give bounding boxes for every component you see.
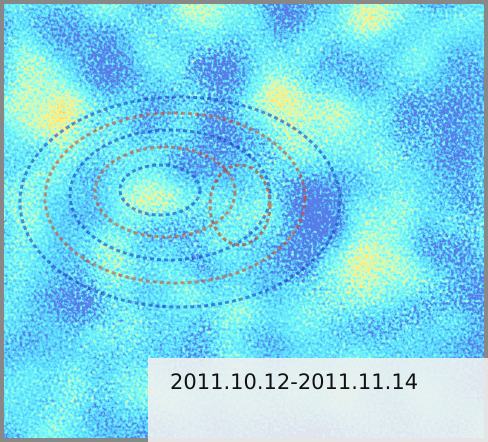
screenshot: 2011.10.12-2011.11.14	[0, 0, 488, 442]
date-range-label: 2011.10.12-2011.11.14	[170, 370, 418, 394]
